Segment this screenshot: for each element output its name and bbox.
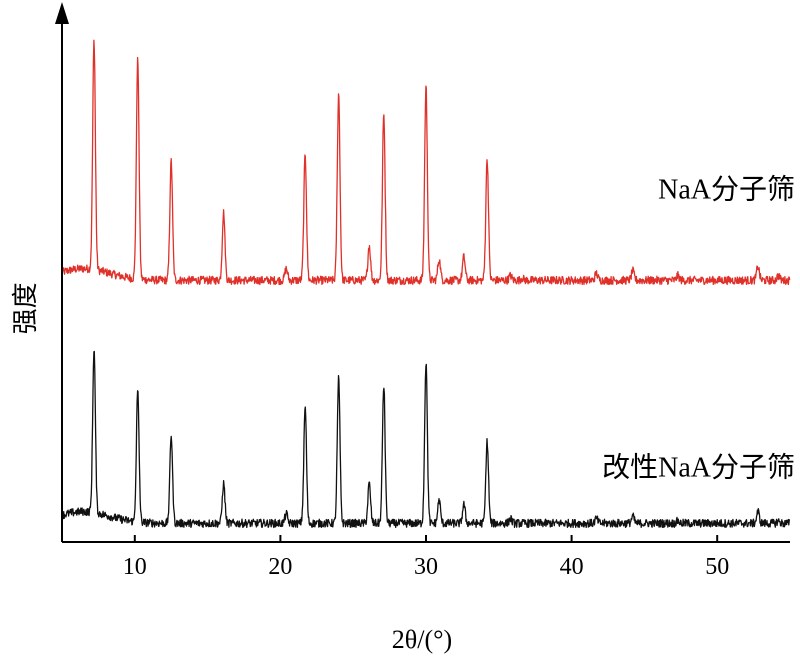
x-axis: 10 20 30 40 50 2θ/(°)	[62, 535, 790, 654]
y-axis-title: 强度	[11, 282, 40, 334]
y-axis-arrow-icon	[55, 2, 69, 24]
x-tick-label: 30	[414, 554, 438, 580]
x-tick-label: 10	[123, 554, 147, 580]
x-tick-layer: 10 20 30 40 50	[123, 535, 729, 580]
series-label: 改性NaA分子筛	[602, 452, 795, 484]
series-label: NaA分子筛	[658, 174, 795, 206]
series-layer	[61, 39, 791, 529]
series-line	[61, 350, 791, 529]
series-line	[61, 39, 791, 286]
x-tick-label: 50	[705, 554, 729, 580]
x-tick-label: 20	[268, 554, 292, 580]
x-tick-label: 40	[560, 554, 584, 580]
y-axis: 强度	[11, 2, 69, 542]
x-axis-title: 2θ/(°)	[392, 625, 452, 654]
